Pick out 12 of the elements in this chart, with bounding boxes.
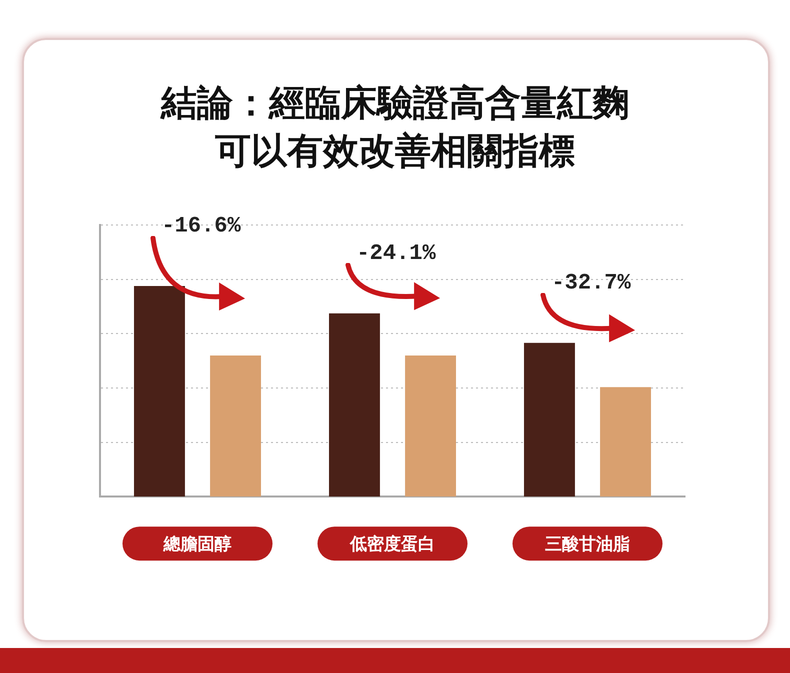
chart-title: 結論：經臨床驗證高含量紅麴可以有效改善相關指標	[159, 82, 630, 174]
bar	[600, 387, 651, 497]
text: -24.1%	[356, 240, 436, 266]
bar	[210, 356, 261, 497]
x-tick-label: 低密度蛋白	[349, 534, 435, 554]
text: -16.6%	[161, 214, 242, 239]
bar	[524, 342, 575, 497]
bar	[405, 356, 456, 497]
bar	[329, 313, 380, 497]
x-tick-label: 總膽固醇	[162, 534, 232, 554]
x-tick-label: 三酸甘油脂	[545, 534, 630, 554]
annotation: -32.7%	[551, 270, 632, 296]
